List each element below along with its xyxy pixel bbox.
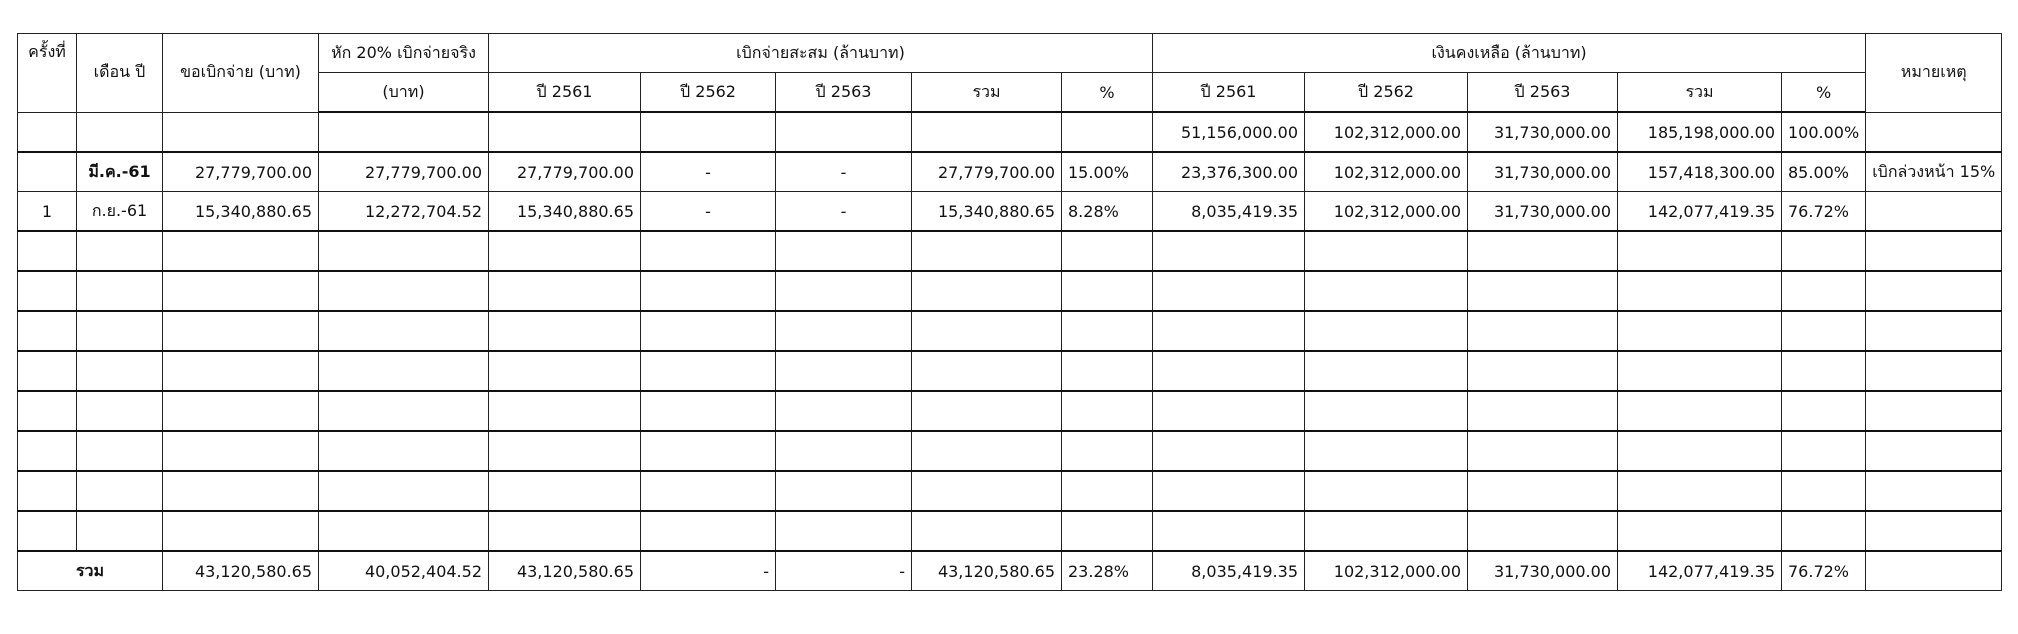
cell-bal-2562: 102,312,000.00 [1304,191,1468,232]
total-bal-total: 142,077,419.35 [1617,550,1782,591]
header-row-2: (บาท) ปี 2561 ปี 2562 ปี 2563 รวม % ปี 2… [18,72,2002,113]
header-bal-2561: ปี 2561 [1152,72,1305,113]
table-row: 1 ก.ย.-61 15,340,880.65 12,272,704.52 15… [17,191,2003,232]
header-month: เดือน ปี [76,33,163,113]
header-cum-2563: ปี 2563 [775,72,912,113]
header-cum-total: รวม [911,72,1062,113]
total-bal-2562: 102,312,000.00 [1304,550,1468,591]
cell-cum-2561 [488,111,641,153]
empty-row [17,350,2003,392]
cell-cum-pct [1061,111,1153,153]
header-row-1: ครั้งที่ เดือน ปี ขอเบิกจ่าย (บาท) หัก 2… [17,33,2003,113]
cell-cum-2561: 27,779,700.00 [488,151,641,192]
disbursement-table: ครั้งที่ เดือน ปี ขอเบิกจ่าย (บาท) หัก 2… [17,33,2003,591]
cell-cum-pct: 15.00% [1061,151,1153,192]
cell-bal-2563: 31,730,000.00 [1467,191,1618,232]
header-bal-2562: ปี 2562 [1304,72,1468,113]
cell-bal-2561: 51,156,000.00 [1152,111,1305,153]
cell-remark [1865,191,2003,232]
header-cum-2561: ปี 2561 [488,72,641,113]
cell-remark: เบิกล่วงหน้า 15% [1865,151,2003,192]
total-bal-2561: 8,035,419.35 [1152,550,1305,591]
empty-row [17,470,2003,512]
total-bal-pct: 76.72% [1780,550,1867,591]
total-bal-2563: 31,730,000.00 [1467,550,1618,591]
cell-month [76,111,163,153]
cell-cum-total: 27,779,700.00 [911,151,1062,192]
total-row: รวม 43,120,580.65 40,052,404.52 43,120,5… [17,550,2003,591]
total-label: รวม [17,550,163,591]
cell-month: มี.ค.-61 [76,151,163,192]
total-cum-total: 43,120,580.65 [911,550,1062,591]
cell-request: 15,340,880.65 [162,191,319,232]
empty-row [17,510,2003,552]
cell-remark [1865,111,2003,153]
header-request: ขอเบิกจ่าย (บาท) [162,33,319,113]
total-request: 43,120,580.65 [162,550,319,591]
cell-bal-2563: 31,730,000.00 [1467,151,1618,192]
cell-bal-2561: 8,035,419.35 [1152,191,1305,232]
cell-cum-2563: - [775,151,912,192]
total-cum-2563: - [775,550,912,591]
table-row: 51,156,000.00 102,312,000.00 31,730,000.… [17,111,2003,153]
cell-bal-2562: 102,312,000.00 [1304,151,1468,192]
total-cum-pct: 23.28% [1061,550,1153,591]
cell-no [17,111,77,153]
table-row: มี.ค.-61 27,779,700.00 27,779,700.00 27,… [17,151,2003,192]
cell-deduct: 12,272,704.52 [318,191,489,232]
header-cumulative-group: เบิกจ่ายสะสม (ล้านบาท) [488,33,1153,73]
header-cum-2562: ปี 2562 [640,72,776,113]
empty-row [17,270,2003,312]
cell-bal-2561: 23,376,300.00 [1152,151,1305,192]
empty-row [17,310,2003,352]
cell-request: 27,779,700.00 [162,151,319,192]
cell-bal-2562: 102,312,000.00 [1304,111,1468,153]
cell-bal-pct: 100.00% [1780,111,1867,153]
header-no: ครั้งที่ [17,33,77,113]
header-remark: หมายเหตุ [1865,33,2003,113]
cell-bal-2563: 31,730,000.00 [1467,111,1618,153]
cell-cum-2562: - [640,191,776,232]
total-remark [1865,550,2003,591]
header-bal-pct: % [1780,72,1867,113]
cell-bal-pct: 76.72% [1780,191,1867,232]
cell-cum-2562: - [640,151,776,192]
header-cum-pct: % [1061,72,1153,113]
disbursement-sheet: ครั้งที่ เดือน ปี ขอเบิกจ่าย (บาท) หัก 2… [17,33,2003,591]
cell-bal-total: 185,198,000.00 [1617,111,1782,153]
cell-cum-pct: 8.28% [1061,191,1153,232]
header-bal-2563: ปี 2563 [1467,72,1618,113]
cell-deduct [318,111,489,153]
header-bal-total: รวม [1617,72,1782,113]
empty-row [17,390,2003,432]
total-cum-2562: - [640,550,776,591]
cell-bal-total: 142,077,419.35 [1617,191,1782,232]
cell-no: 1 [17,191,77,232]
total-deduct: 40,052,404.52 [318,550,489,591]
cell-cum-2561: 15,340,880.65 [488,191,641,232]
cell-cum-total: 15,340,880.65 [911,191,1062,232]
empty-row [17,430,2003,472]
cell-cum-2563: - [775,191,912,232]
cell-cum-2563 [775,111,912,153]
cell-cum-total [911,111,1062,153]
cell-cum-2562 [640,111,776,153]
header-deduct-line1: หัก 20% เบิกจ่ายจริง [318,33,489,73]
cell-request [162,111,319,153]
cell-month: ก.ย.-61 [76,191,163,232]
header-deduct-line2: (บาท) [318,72,489,113]
empty-row [17,230,2003,272]
cell-no [17,151,77,192]
cell-deduct: 27,779,700.00 [318,151,489,192]
header-balance-group: เงินคงเหลือ (ล้านบาท) [1151,33,1867,73]
cell-bal-pct: 85.00% [1780,151,1867,192]
total-cum-2561: 43,120,580.65 [488,550,641,591]
cell-bal-total: 157,418,300.00 [1617,151,1782,192]
